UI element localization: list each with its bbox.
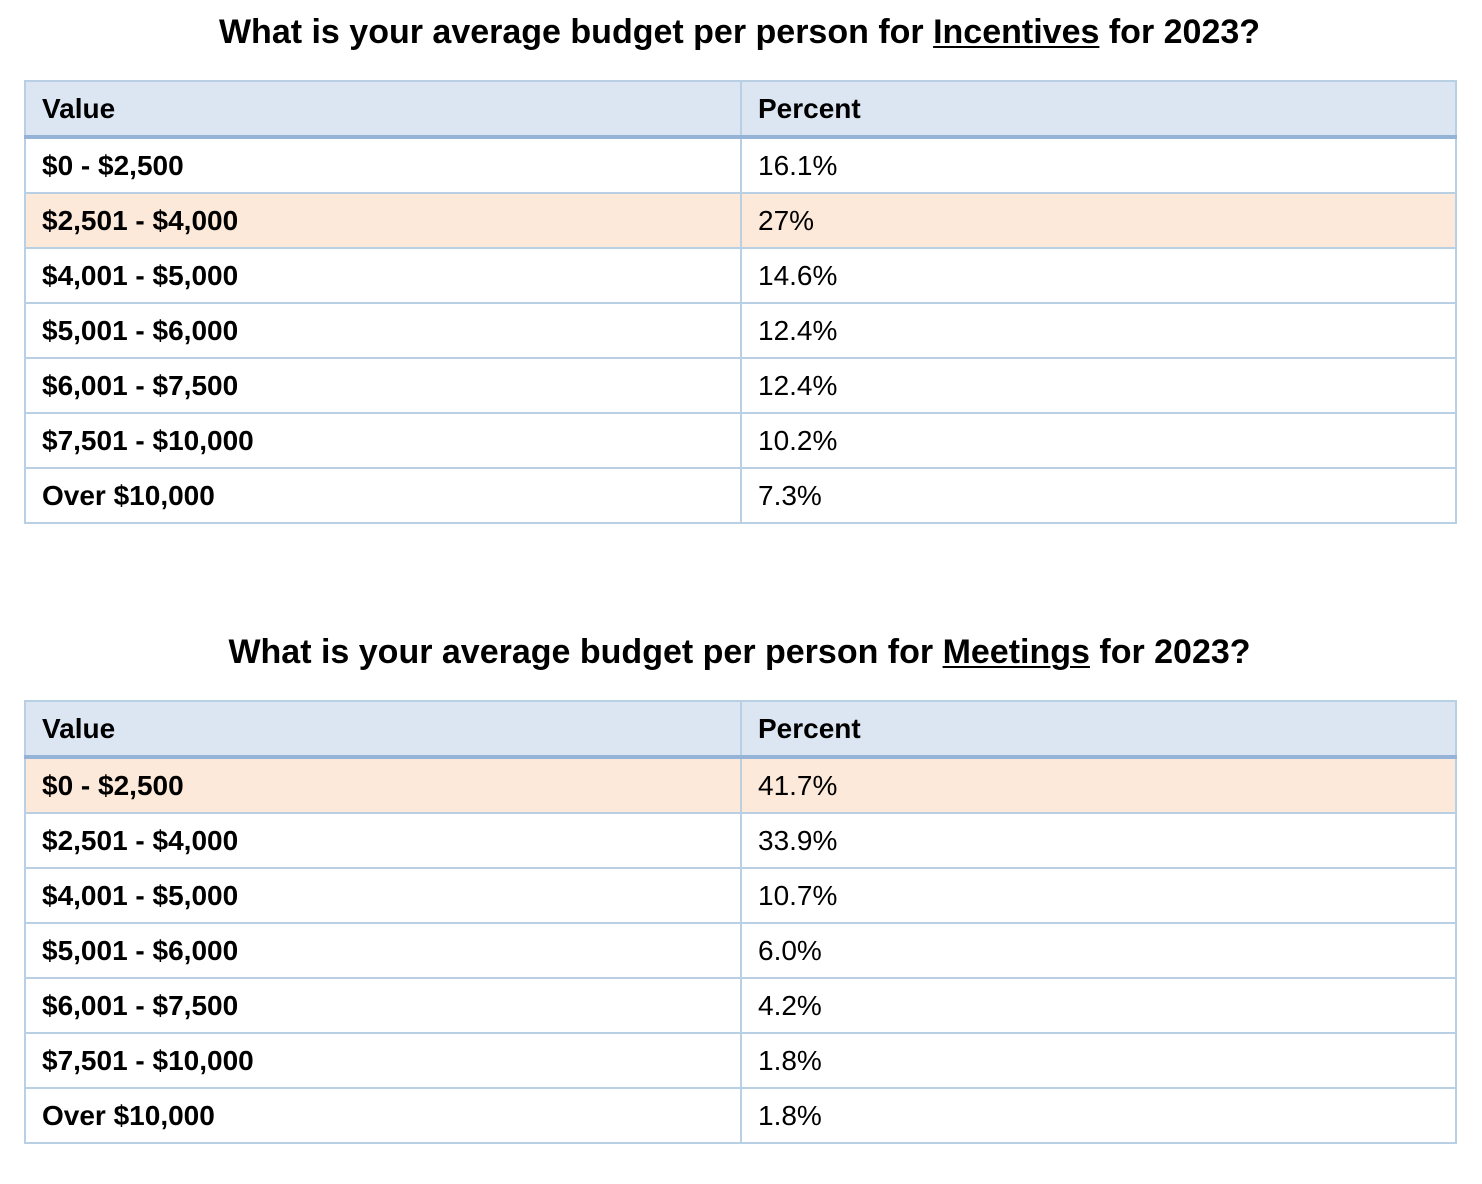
- table-row: $6,001 - $7,500 12.4%: [24, 357, 1457, 414]
- table-header-row: Value Percent: [24, 700, 1457, 759]
- percent-cell: 10.2%: [740, 412, 1457, 469]
- incentives-table: Value Percent $0 - $2,500 16.1% $2,501 -…: [24, 80, 1457, 524]
- column-header-percent: Percent: [740, 700, 1457, 759]
- table-header-row: Value Percent: [24, 80, 1457, 139]
- meetings-title-suffix: for 2023?: [1089, 633, 1251, 671]
- table-row: $4,001 - $5,000 14.6%: [24, 247, 1457, 304]
- value-cell: $2,501 - $4,000: [24, 192, 742, 249]
- column-header-value: Value: [24, 700, 742, 759]
- table-row: $0 - $2,500 16.1%: [24, 136, 1457, 194]
- value-cell: $7,501 - $10,000: [24, 412, 742, 469]
- meetings-title: What is your average budget per person f…: [24, 632, 1455, 672]
- percent-cell: 7.3%: [740, 467, 1457, 524]
- table-row: $4,001 - $5,000 10.7%: [24, 867, 1457, 924]
- table-row-highlighted: $2,501 - $4,000 27%: [24, 192, 1457, 249]
- incentives-title-keyword: Incentives: [933, 13, 1100, 51]
- percent-cell: 27%: [740, 192, 1457, 249]
- meetings-table: Value Percent $0 - $2,500 41.7% $2,501 -…: [24, 700, 1457, 1144]
- table-row: $6,001 - $7,500 4.2%: [24, 977, 1457, 1034]
- value-cell: Over $10,000: [24, 1087, 742, 1144]
- value-cell: $2,501 - $4,000: [24, 812, 742, 869]
- table-row: $7,501 - $10,000 10.2%: [24, 412, 1457, 469]
- table-row: Over $10,000 7.3%: [24, 467, 1457, 524]
- meetings-title-keyword: Meetings: [942, 633, 1090, 671]
- table-row: $5,001 - $6,000 12.4%: [24, 302, 1457, 359]
- meetings-title-prefix: What is your average budget per person f…: [228, 633, 943, 671]
- percent-cell: 41.7%: [740, 756, 1457, 814]
- value-cell: $5,001 - $6,000: [24, 922, 742, 979]
- percent-cell: 33.9%: [740, 812, 1457, 869]
- table-row: Over $10,000 1.8%: [24, 1087, 1457, 1144]
- value-cell: Over $10,000: [24, 467, 742, 524]
- value-cell: $6,001 - $7,500: [24, 357, 742, 414]
- column-header-value: Value: [24, 80, 742, 139]
- percent-cell: 14.6%: [740, 247, 1457, 304]
- percent-cell: 1.8%: [740, 1087, 1457, 1144]
- percent-cell: 6.0%: [740, 922, 1457, 979]
- table-row: $2,501 - $4,000 33.9%: [24, 812, 1457, 869]
- table-row: $7,501 - $10,000 1.8%: [24, 1032, 1457, 1089]
- column-header-percent: Percent: [740, 80, 1457, 139]
- value-cell: $5,001 - $6,000: [24, 302, 742, 359]
- percent-cell: 10.7%: [740, 867, 1457, 924]
- value-cell: $7,501 - $10,000: [24, 1032, 742, 1089]
- incentives-title-suffix: for 2023?: [1099, 13, 1261, 51]
- percent-cell: 16.1%: [740, 136, 1457, 194]
- table-row: $5,001 - $6,000 6.0%: [24, 922, 1457, 979]
- incentives-title: What is your average budget per person f…: [24, 12, 1455, 52]
- percent-cell: 4.2%: [740, 977, 1457, 1034]
- incentives-title-prefix: What is your average budget per person f…: [218, 13, 934, 51]
- percent-cell: 12.4%: [740, 302, 1457, 359]
- value-cell: $0 - $2,500: [24, 756, 742, 814]
- value-cell: $0 - $2,500: [24, 136, 742, 194]
- percent-cell: 12.4%: [740, 357, 1457, 414]
- value-cell: $4,001 - $5,000: [24, 867, 742, 924]
- table-row-highlighted: $0 - $2,500 41.7%: [24, 756, 1457, 814]
- percent-cell: 1.8%: [740, 1032, 1457, 1089]
- value-cell: $4,001 - $5,000: [24, 247, 742, 304]
- value-cell: $6,001 - $7,500: [24, 977, 742, 1034]
